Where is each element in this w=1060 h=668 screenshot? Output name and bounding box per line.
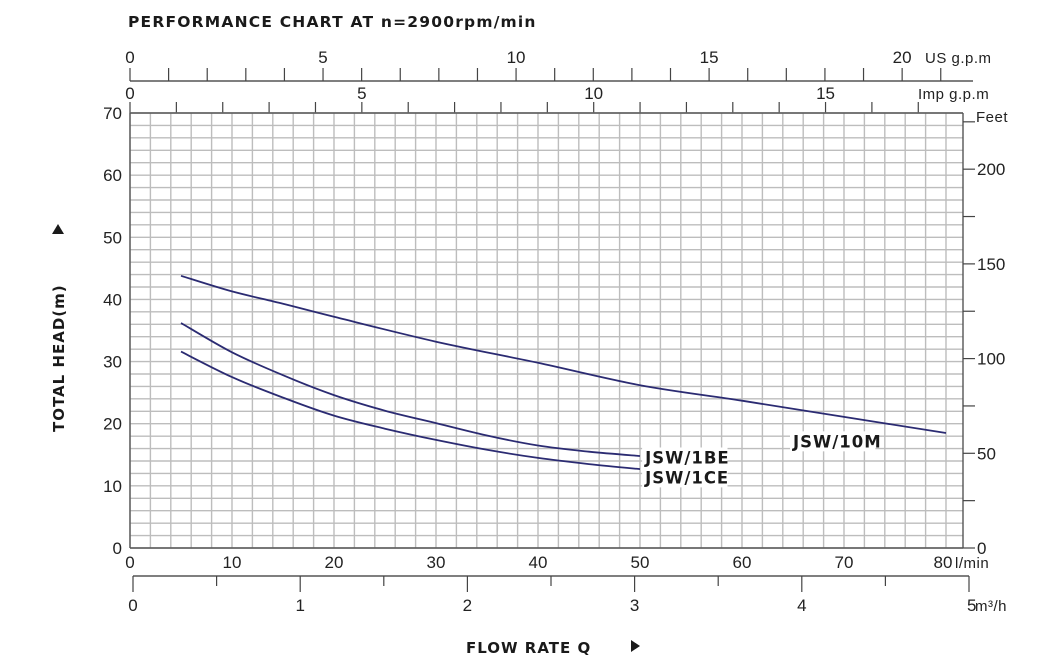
- y-axis-title-text: TOTAL HEAD(m): [50, 284, 68, 432]
- arrow-right-icon: [631, 640, 640, 652]
- x-tick-label: 10: [223, 553, 242, 572]
- plot-grid: [129, 112, 964, 549]
- x-tick-label: 70: [835, 553, 854, 572]
- us-gpm-tick-label: 5: [318, 48, 327, 67]
- feet-tick-label: 50: [977, 444, 996, 463]
- x-tick-label: 20: [325, 553, 344, 572]
- chart-title: PERFORMANCE CHART AT n=2900rpm/min: [128, 13, 537, 31]
- m3h-tick-label: 4: [797, 596, 806, 615]
- m3h-tick-label: 3: [630, 596, 639, 615]
- y-tick-label: 70: [103, 104, 122, 123]
- series-label: JSW/1CE: [644, 468, 729, 487]
- us-gpm-tick-label: 0: [125, 48, 134, 67]
- y-tick-label: 50: [103, 228, 122, 247]
- feet-tick-label: 200: [977, 160, 1005, 179]
- imp-gpm-axis: 0 5 10 15 Imp g.p.m: [125, 84, 989, 113]
- us-gpm-tick-label: 20: [893, 48, 912, 67]
- us-gpm-axis: 0 5 10 15 20 US g.p.m: [125, 48, 992, 82]
- feet-tick-label: 0: [977, 539, 986, 558]
- imp-gpm-tick-label: 0: [125, 84, 134, 103]
- curve-jsw-1be: [180, 322, 641, 457]
- head-axis-m: 0 10 20 30 40 50 60 70: [103, 104, 122, 558]
- flow-axis-m3h: 0 1 2 3 4 5m³/h: [128, 575, 1007, 615]
- curve-jsw-1ce: [180, 350, 641, 470]
- m3h-tick-label: 0: [128, 596, 137, 615]
- y-tick-label: 10: [103, 477, 122, 496]
- m3h-unit-label: m³/h: [975, 598, 1007, 615]
- series-label: JSW/10M: [792, 432, 882, 451]
- series-label: JSW/1BE: [644, 448, 730, 467]
- feet-tick-label: 100: [977, 350, 1005, 369]
- x-axis-title-text: FLOW RATE Q: [466, 639, 591, 657]
- x-tick-label: 60: [733, 553, 752, 572]
- imp-gpm-tick-label: 10: [584, 84, 603, 103]
- imp-gpm-tick-label: 5: [357, 84, 366, 103]
- us-gpm-tick-label: 15: [700, 48, 719, 67]
- us-gpm-tick-label: 10: [507, 48, 526, 67]
- y-tick-label: 30: [103, 353, 122, 372]
- arrow-up-icon: [52, 224, 64, 234]
- imp-gpm-unit-label: Imp g.p.m: [918, 86, 989, 103]
- x-tick-label: 30: [427, 553, 446, 572]
- y-tick-label: 20: [103, 415, 122, 434]
- imp-gpm-tick-label: 15: [816, 84, 835, 103]
- y-tick-label: 0: [113, 539, 122, 558]
- feet-unit-label: Feet: [976, 109, 1008, 126]
- y-tick-label: 60: [103, 166, 122, 185]
- pump-curves: [180, 274, 947, 470]
- x-tick-label: 50: [631, 553, 650, 572]
- m3h-tick-label: 2: [463, 596, 472, 615]
- y-axis-title: TOTAL HEAD(m): [50, 224, 68, 432]
- x-tick-label: 0: [125, 553, 134, 572]
- us-gpm-unit-label: US g.p.m: [925, 50, 992, 67]
- x-tick-label: 80: [934, 553, 953, 572]
- x-tick-label: 40: [529, 553, 548, 572]
- feet-tick-label: 150: [977, 255, 1005, 274]
- m3h-tick-label: 1: [295, 596, 304, 615]
- curve-jsw-10m: [180, 274, 947, 434]
- flow-axis-lmin: 0 10 20 30 40 50 60 70 80 l/min: [125, 553, 989, 572]
- m3h-tick-label: 5: [967, 596, 976, 615]
- head-axis-feet: 0 50 100 150 200 Feet: [963, 109, 1008, 558]
- x-axis-title: FLOW RATE Q: [466, 639, 640, 657]
- lmin-unit-label: l/min: [955, 555, 989, 572]
- y-tick-label: 40: [103, 290, 122, 309]
